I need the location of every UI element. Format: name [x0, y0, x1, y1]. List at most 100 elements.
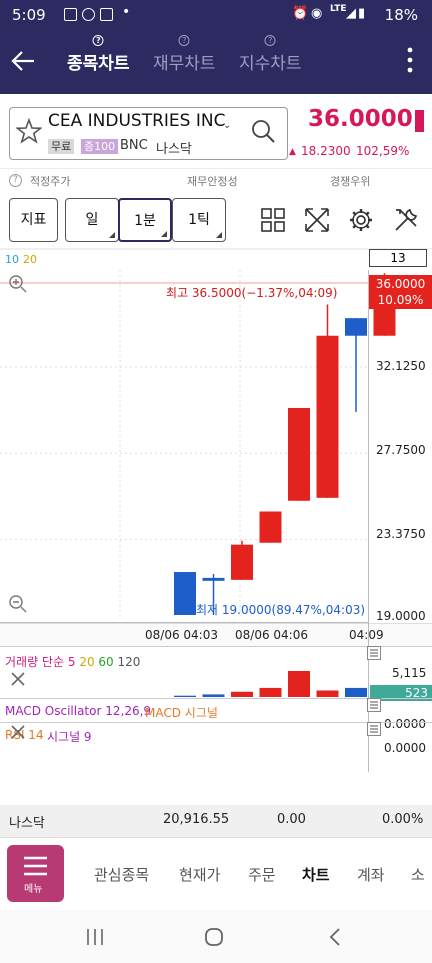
bottom-nav [0, 837, 432, 910]
candle-body [231, 544, 253, 580]
nav-current-price[interactable]: 현재가 [179, 866, 221, 884]
fair-price-link[interactable]: 적정주가 [30, 175, 71, 188]
market-row-value: 20,916.55 [163, 812, 230, 827]
y-tick-label: 19.0000 [376, 609, 426, 623]
menu-lines-icon[interactable] [367, 646, 381, 660]
volume-bar [259, 687, 282, 697]
price-chart[interactable] [0, 270, 432, 650]
price-bar-marker [415, 110, 424, 132]
nav-order[interactable]: 주문 [248, 866, 276, 884]
y-tick-label: 32.1250 [376, 359, 426, 373]
app-header: ? 종목차트 ? 재무차트 ? 지수차트 [0, 30, 432, 94]
macd-value: 0.0000 [384, 717, 426, 731]
financial-stability-link[interactable]: 재무안정성 [187, 175, 238, 188]
indicator-button[interactable]: 지표 [9, 198, 58, 242]
low-annotation: 최저 19.0000(89.47%,04:03) [196, 603, 366, 617]
info-row: ? 적정주가 재무안정성 경쟁우위 [0, 168, 432, 192]
lte-label: LTE [330, 4, 347, 14]
volume-label: 거래량 단순 5 20 60 120 [5, 655, 141, 669]
candle-body [316, 335, 339, 498]
chevron-down-icon[interactable]: ⌄ [223, 120, 232, 131]
macd-label: MACD Oscillator 12,26,9 [5, 704, 152, 718]
volume-bar [231, 691, 253, 697]
tab-index-chart[interactable]: ? 지수차트 [239, 35, 302, 74]
more-options-icon[interactable] [406, 46, 414, 76]
clock: 5:09 [12, 6, 46, 24]
zoom-out-icon[interactable] [8, 594, 28, 614]
margin-badge: 증100 [81, 139, 119, 154]
menu-lines-icon[interactable] [367, 698, 381, 712]
search-icon[interactable] [250, 118, 276, 144]
rsi-pane: RSI 14 시그널 9 0.0000 [0, 722, 432, 772]
menu-label: 메뉴 [24, 884, 43, 895]
candle-count-box[interactable]: 13 [369, 249, 427, 267]
tab-stock-chart[interactable]: ? 종목차트 [67, 35, 130, 74]
help-icon: ? [92, 35, 104, 46]
zoom-in-icon[interactable] [8, 274, 28, 294]
candle-body [345, 318, 367, 336]
hamburger-icon [24, 856, 47, 876]
free-badge: 무료 [48, 139, 75, 154]
macd-signal-label: MACD 시그널 [145, 706, 218, 720]
macd-pane: MACD Oscillator 12,26,9 MACD 시그널 0.0000 [0, 698, 432, 731]
ma-10-label: 10 [5, 253, 19, 266]
rsi-value: 0.0000 [384, 741, 426, 755]
x-tick-label: 04:09 [349, 628, 384, 642]
chat-icon [82, 8, 95, 21]
nav-account[interactable]: 계좌 [357, 866, 385, 884]
rsi-signal-label: 시그널 9 [47, 730, 92, 744]
recent-apps-icon[interactable] [85, 927, 105, 947]
current-price: 36.0000 [308, 106, 413, 132]
candle-body [259, 511, 282, 543]
help-icon[interactable]: ? [9, 174, 22, 187]
nav-chart[interactable]: 차트 [302, 866, 330, 884]
divider [0, 248, 432, 250]
tab-financial-chart[interactable]: ? 재무차트 [153, 35, 216, 74]
y-tick-label: 23.3750 [376, 527, 426, 541]
price-change: 18.2300 [301, 144, 351, 158]
x-tick-label: 08/06 04:06 [235, 628, 308, 642]
period-minute-button[interactable]: 1분 [118, 198, 172, 242]
current-price-tag: 36.0000 10.09% [369, 275, 432, 309]
back-icon[interactable] [326, 927, 346, 947]
app-icon [100, 8, 113, 21]
competitive-rank-link[interactable]: 경쟁우위 [330, 175, 371, 188]
back-arrow-icon[interactable] [10, 48, 36, 74]
expand-icon[interactable] [304, 207, 330, 233]
nav-more[interactable]: 소 [411, 866, 425, 884]
ma-20-label: 20 [23, 253, 37, 266]
candle-body [174, 572, 196, 615]
market-name: 나스닥 [156, 142, 192, 157]
menu-lines-icon[interactable] [367, 722, 381, 736]
volume-bar [316, 690, 339, 697]
tools-icon[interactable] [393, 207, 419, 233]
price-change-pct: 102,59% [356, 144, 410, 158]
menu-button[interactable]: 메뉴 [7, 845, 64, 902]
layout-grid-icon[interactable] [261, 208, 285, 232]
volume-max: 5,115 [392, 666, 427, 680]
star-icon[interactable] [16, 118, 42, 144]
gear-icon[interactable] [348, 207, 374, 233]
market-row[interactable]: 나스닥 20,916.55 0.00 0.00% [0, 805, 432, 837]
volume-bar [174, 695, 196, 697]
help-icon: ? [264, 35, 276, 46]
x-axis: 08/06 04:03 08/06 04:06 04:09 [0, 623, 432, 646]
period-day-button[interactable]: 일 [65, 198, 119, 242]
close-icon[interactable] [10, 724, 26, 740]
volume-current-tag: 523 [370, 685, 432, 701]
volume-pane: 거래량 단순 5 20 60 120 5,115 523 [0, 646, 432, 701]
volume-bars [174, 671, 367, 697]
chart-pane-bottom [0, 775, 432, 805]
stock-selector[interactable]: CEA INDUSTRIES INC ⌄ 무료 증100 BNC 나스닥 [9, 107, 288, 160]
nav-watchlist[interactable]: 관심종목 [94, 866, 150, 884]
battery-level: 18% [384, 6, 418, 24]
signal-icon: ◢ [346, 6, 356, 21]
volume-bar [345, 687, 367, 697]
home-icon[interactable] [204, 927, 224, 947]
alarm-icon: ⏰ [292, 6, 309, 21]
period-tick-button[interactable]: 1틱 [172, 198, 226, 242]
divider [0, 622, 368, 623]
volume-bar [202, 694, 225, 697]
y-tick-label: 27.7500 [376, 443, 426, 457]
close-icon[interactable] [10, 671, 26, 687]
